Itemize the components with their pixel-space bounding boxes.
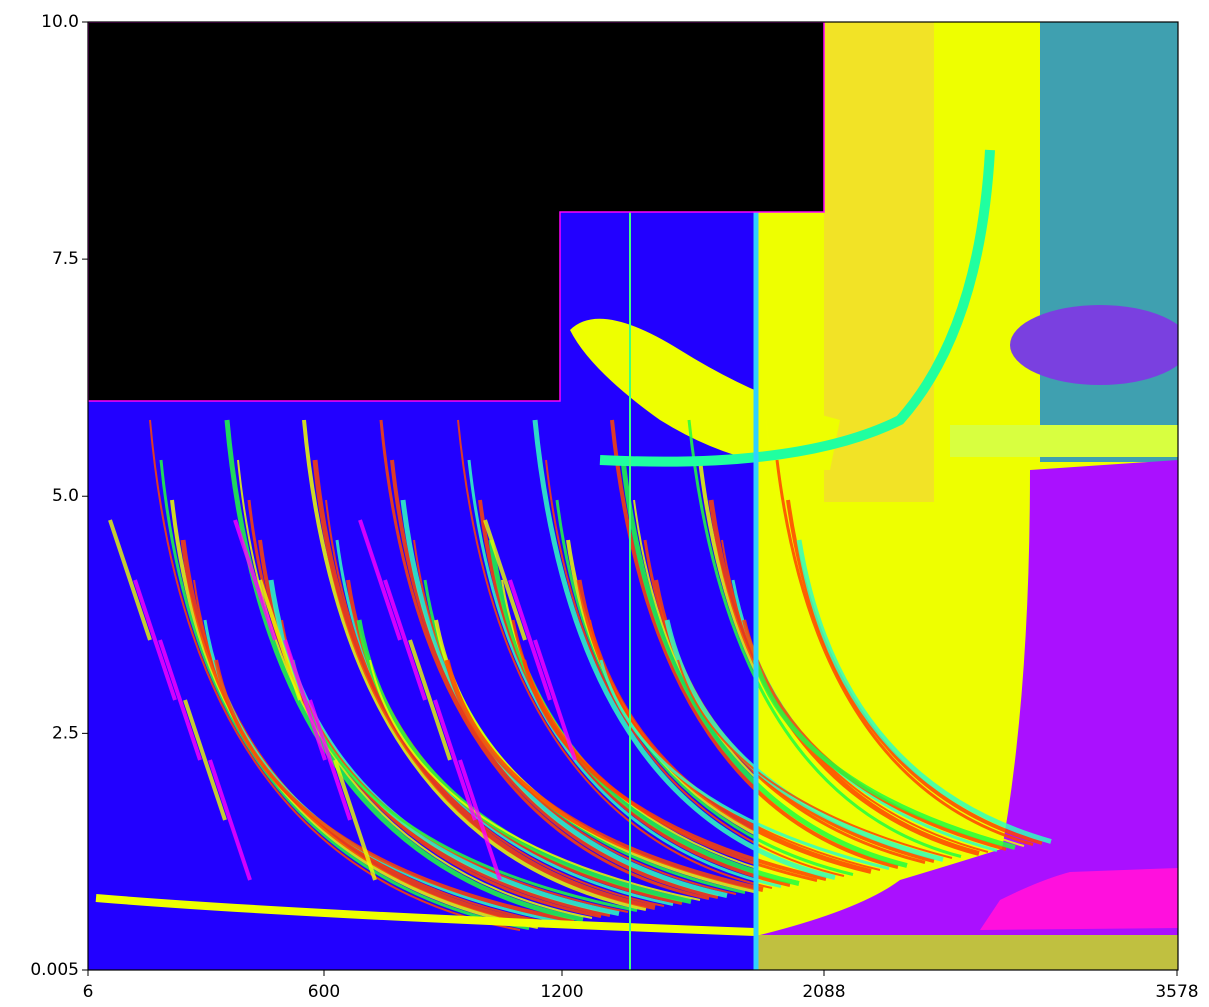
chart: 6 600 1200 2088 3578 0.005 2.5 5.0 7.5 10.0 (0, 0, 1209, 1007)
x-tick-label: 2088 (802, 982, 845, 1002)
x-tick-label: 6 (83, 982, 94, 1002)
y-tick-label: 5.0 (52, 486, 79, 506)
x-tick-label: 3578 (1155, 982, 1198, 1002)
band (950, 425, 1178, 457)
x-tick-label: 1200 (540, 982, 583, 1002)
speckle-region (1040, 22, 1178, 462)
y-tick-label: 0.005 (30, 960, 79, 980)
bottom-band (755, 935, 1178, 970)
heatmap-field (88, 22, 1190, 970)
y-tick-label: 7.5 (52, 249, 79, 269)
y-tick-label: 10.0 (41, 12, 79, 32)
page: 66001200208835780.0052.55.07.510.0 (() =… (0, 0, 1209, 1007)
y-tick-label: 2.5 (52, 723, 79, 743)
x-tick-label: 600 (308, 982, 340, 1002)
purple-blob (1010, 305, 1190, 385)
